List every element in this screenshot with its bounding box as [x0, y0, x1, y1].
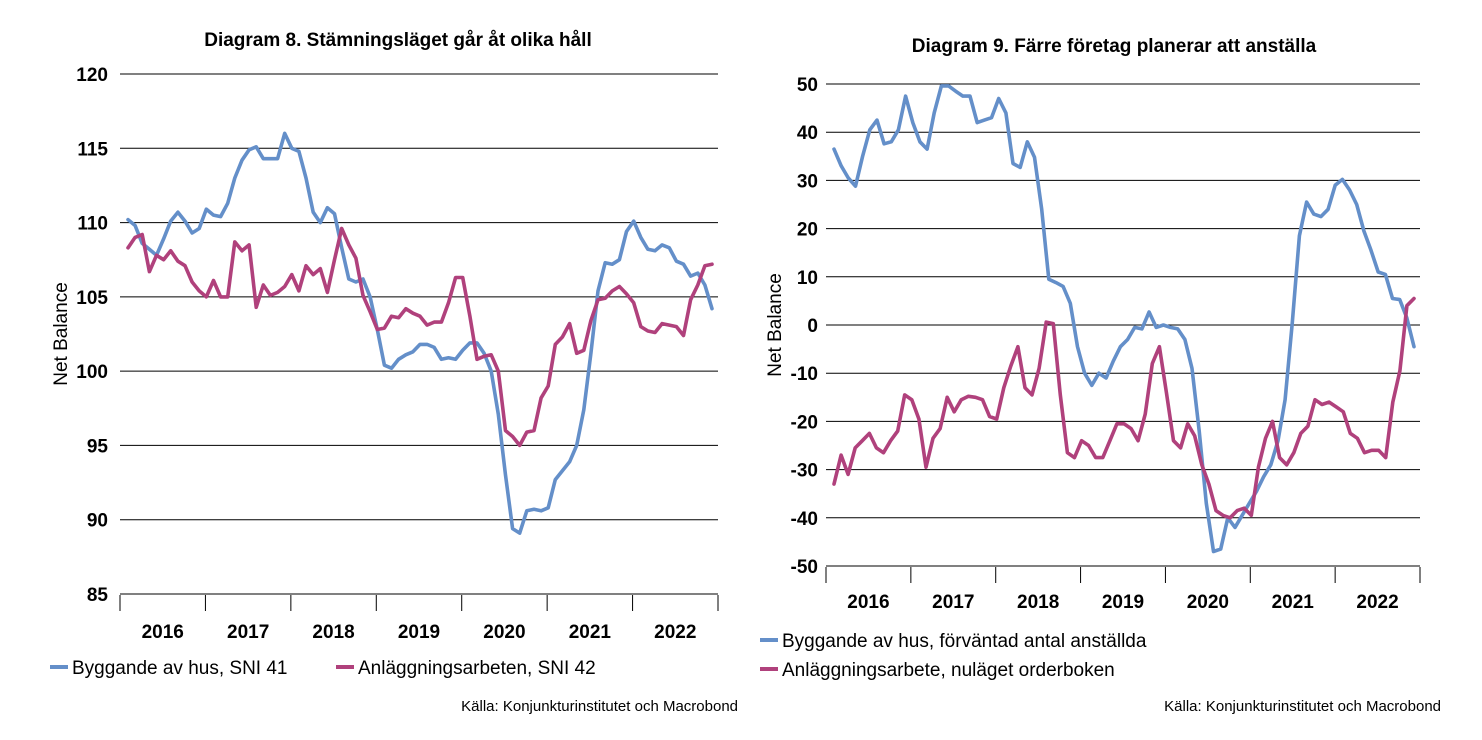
y-tick-label: 105 [76, 288, 108, 309]
chart-8-y-axis-label: Net Balance [51, 282, 72, 386]
x-tick-label: 2018 [312, 622, 354, 643]
x-tick-label: 2017 [227, 622, 269, 643]
y-tick-label: 30 [797, 171, 818, 192]
x-tick-label: 2020 [483, 622, 525, 643]
chart-9-x-tick-labels: 2016 2017 2018 2019 2020 2021 2022 [847, 592, 1398, 613]
chart-9-legend: Byggande av hus, förväntad antal anställ… [760, 631, 1147, 681]
chart-9-gridlines [826, 83, 1420, 567]
series-line-1 [126, 131, 714, 535]
series-line-2 [126, 226, 714, 448]
chart-9-y-axis-label: Net Balance [765, 273, 786, 377]
y-tick-label: 10 [797, 268, 818, 289]
y-tick-label: -30 [791, 461, 818, 482]
x-tick-label: 2021 [1272, 592, 1315, 613]
chart-9-y-ticks: -50 -40 -30 -20 -10 0 10 20 30 40 50 [791, 75, 818, 578]
x-tick-label: 2020 [1187, 592, 1229, 613]
y-tick-label: 90 [87, 511, 108, 532]
y-tick-label: 95 [87, 436, 109, 457]
chart-9-series [832, 84, 1416, 554]
y-tick-label: 100 [76, 362, 108, 383]
chart-8-x-tick-labels: 2016 2017 2018 2019 2020 2021 2022 [142, 622, 697, 643]
y-tick-label: 115 [77, 139, 108, 160]
chart-8: Diagram 8. Stämningsläget går åt olika h… [50, 30, 738, 715]
x-tick-label: 2022 [1356, 592, 1398, 613]
chart-9-legend-label-2: Anläggningsarbete, nuläget orderboken [782, 660, 1115, 681]
x-tick-label: 2021 [569, 622, 612, 643]
chart-9: Diagram 9. Färre företag planerar att an… [760, 36, 1441, 715]
x-tick-label: 2022 [654, 622, 696, 643]
chart-8-legend-label-2: Anläggningsarbeten, SNI 42 [358, 658, 596, 679]
x-tick-label: 2019 [1102, 592, 1144, 613]
x-tick-label: 2016 [142, 622, 184, 643]
y-tick-label: 50 [797, 75, 818, 96]
x-tick-label: 2017 [932, 592, 974, 613]
chart-8-y-ticks: 85 90 95 100 105 110 115 120 [76, 65, 108, 606]
chart-8-legend: Byggande av hus, SNI 41 Anläggningsarbet… [50, 658, 596, 679]
chart-8-title: Diagram 8. Stämningsläget går åt olika h… [204, 30, 592, 51]
series-line-1 [832, 84, 1416, 554]
x-tick-label: 2018 [1017, 592, 1059, 613]
chart-8-gridlines [120, 73, 718, 595]
chart-9-x-axis [825, 567, 1421, 583]
y-tick-label: 20 [797, 220, 818, 241]
y-tick-label: -50 [791, 557, 818, 578]
y-tick-label: 85 [87, 585, 109, 606]
chart-8-legend-label-1: Byggande av hus, SNI 41 [72, 658, 287, 679]
chart-9-source: Källa: Konjunkturinstitutet och Macrobon… [1164, 698, 1441, 715]
chart-8-series [126, 131, 714, 535]
chart-9-title: Diagram 9. Färre företag planerar att an… [912, 36, 1317, 57]
y-tick-label: 40 [797, 123, 818, 144]
chart-9-legend-label-1: Byggande av hus, förväntad antal anställ… [782, 631, 1147, 652]
y-tick-label: -20 [791, 412, 818, 433]
y-tick-label: -10 [791, 364, 818, 385]
y-tick-label: 120 [76, 65, 108, 86]
x-tick-label: 2016 [847, 592, 889, 613]
chart-8-source: Källa: Konjunkturinstitutet och Macrobon… [461, 698, 738, 715]
y-tick-label: 110 [77, 214, 108, 235]
y-tick-label: -40 [791, 509, 818, 530]
y-tick-label: 0 [807, 316, 818, 337]
x-tick-label: 2019 [398, 622, 440, 643]
chart-8-x-axis [119, 595, 719, 611]
series-line-2 [832, 296, 1416, 520]
